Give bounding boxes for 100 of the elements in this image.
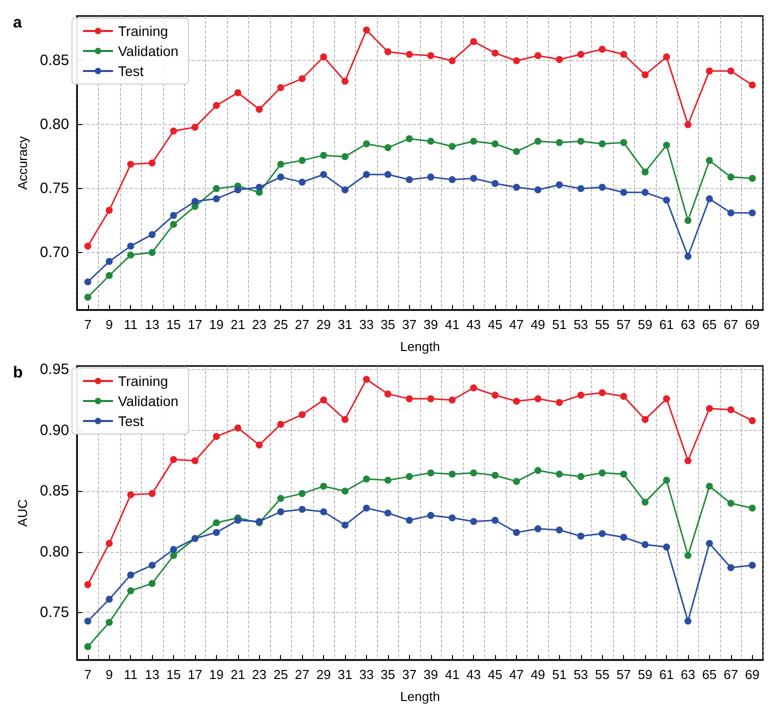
point (513, 184, 520, 191)
y-tick-label: 0.75 (40, 604, 70, 622)
y-tick-label: 0.75 (40, 180, 70, 198)
point (234, 424, 242, 432)
point (534, 138, 542, 145)
chart-title: a (13, 14, 22, 32)
point (748, 417, 756, 424)
point (342, 153, 349, 160)
point (620, 139, 628, 146)
x-tick-label: 65 (702, 667, 717, 682)
point (577, 473, 584, 480)
x-tick-label: 39 (424, 667, 438, 682)
point (277, 174, 284, 181)
point (320, 508, 328, 516)
x-tick-label: 11 (124, 317, 138, 332)
x-tick-label: 7 (84, 317, 92, 332)
point (470, 38, 478, 46)
point (106, 618, 113, 626)
x-tick-label: 43 (466, 667, 481, 682)
x-tick-label: 41 (444, 317, 460, 332)
point (277, 420, 284, 428)
point (277, 84, 284, 92)
y-tick-label: 0.95 (40, 361, 70, 378)
point (106, 206, 113, 214)
y-tick-label: 0.85 (40, 52, 70, 70)
x-tick-label: 35 (380, 317, 396, 332)
point (212, 528, 220, 536)
point (427, 395, 434, 402)
point (342, 416, 349, 423)
point (748, 504, 756, 512)
x-tick-label: 39 (424, 317, 438, 332)
point (362, 475, 370, 482)
point (556, 56, 563, 63)
point (470, 138, 478, 145)
point (84, 294, 92, 301)
point (706, 405, 713, 412)
x-tick-label: 65 (702, 317, 717, 332)
x-tick-label: 17 (188, 317, 202, 332)
point (106, 540, 113, 547)
point (684, 121, 692, 128)
x-tick-label: 29 (316, 667, 331, 682)
point (706, 67, 713, 74)
point (191, 124, 198, 131)
x-tick-label: 61 (659, 317, 674, 332)
point (470, 174, 478, 182)
point (342, 522, 349, 529)
y-axis-title: Accuracy (15, 136, 30, 190)
x-tick-label: 21 (230, 667, 246, 682)
point (406, 176, 413, 184)
point (556, 398, 563, 406)
point (84, 242, 92, 250)
point (684, 252, 692, 260)
point (513, 148, 520, 155)
point (513, 528, 520, 536)
point (298, 178, 306, 186)
x-tick-label: 19 (209, 317, 224, 332)
x-tick-label: 37 (402, 667, 417, 682)
point (492, 50, 499, 57)
point (448, 176, 456, 184)
point (577, 185, 584, 192)
x-tick-label: 67 (724, 317, 738, 332)
point (234, 186, 242, 194)
point (448, 514, 456, 522)
point (362, 26, 370, 34)
x-tick-label: 41 (444, 667, 460, 682)
x-tick-label: 57 (616, 667, 631, 682)
point (577, 392, 584, 399)
point (212, 185, 220, 192)
point (106, 258, 113, 265)
x-tick-label: 69 (745, 667, 760, 682)
point (706, 195, 713, 202)
point (706, 156, 713, 164)
point (663, 476, 670, 484)
x-tick-label: 53 (574, 667, 588, 682)
point (556, 181, 563, 188)
point (170, 552, 178, 560)
point (620, 470, 628, 478)
point (684, 618, 692, 625)
point (706, 482, 713, 490)
point (298, 75, 306, 82)
point (256, 441, 263, 448)
x-tick-label: 47 (509, 667, 524, 682)
point (534, 186, 542, 194)
x-tick-label: 33 (359, 667, 374, 682)
x-tick-label: 59 (638, 317, 652, 332)
point (148, 562, 156, 569)
y-axis-title: AUC (15, 499, 30, 527)
x-tick-label: 43 (466, 317, 481, 332)
point (256, 184, 263, 191)
x-tick-label: 51 (552, 317, 567, 332)
point (298, 411, 306, 418)
point (642, 416, 649, 423)
x-tick-label: 63 (680, 667, 696, 682)
point (212, 432, 220, 440)
point (170, 128, 178, 135)
y-tick-label: 0.80 (40, 116, 70, 134)
point (384, 48, 392, 56)
point (492, 180, 499, 187)
point (684, 217, 692, 224)
point (84, 278, 92, 286)
